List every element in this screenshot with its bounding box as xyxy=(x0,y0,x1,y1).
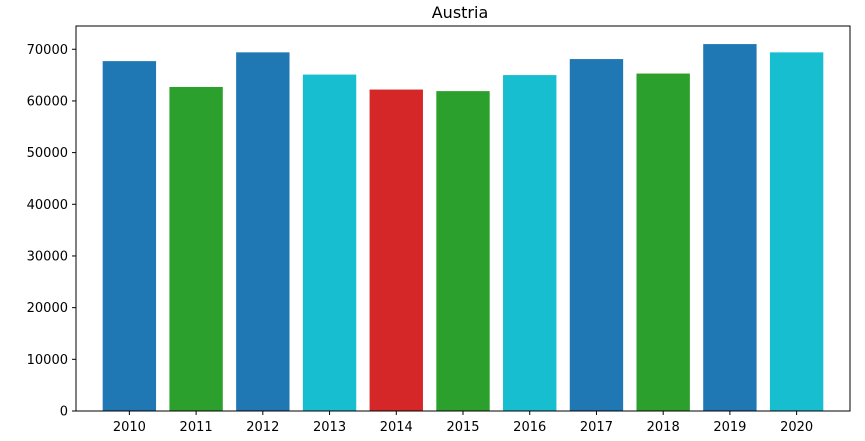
y-tick-label: 30000 xyxy=(27,249,68,264)
x-tick-label: 2012 xyxy=(246,420,279,435)
plot-frame xyxy=(75,25,851,412)
bars-group xyxy=(102,44,824,412)
bar-2015 xyxy=(436,91,490,411)
y-tick-label: 70000 xyxy=(27,43,68,58)
y-tick-label: 0 xyxy=(60,405,68,420)
bar-2020 xyxy=(769,52,824,411)
bar-2014 xyxy=(369,89,423,412)
y-tick-label: 10000 xyxy=(27,353,68,368)
y-tick-label: 40000 xyxy=(27,198,68,213)
x-tick-label: 2016 xyxy=(513,420,546,435)
x-tick-label: 2017 xyxy=(580,420,613,435)
bar-2011 xyxy=(169,86,223,412)
bar-2016 xyxy=(503,75,557,411)
bar-2019 xyxy=(703,44,757,411)
y-axis: 0 10000 20000 30000 40000 50000 60000 70000 xyxy=(27,43,76,420)
bar-2010 xyxy=(102,61,157,412)
bar-2017 xyxy=(569,59,624,412)
x-tick-label: 2011 xyxy=(180,420,213,435)
x-tick-label: 2018 xyxy=(647,420,680,435)
x-tick-label: 2019 xyxy=(713,420,746,435)
bar-2018 xyxy=(636,73,690,411)
chart-title: Austria xyxy=(432,3,489,22)
x-tick-label: 2014 xyxy=(380,420,413,435)
x-tick-label: 2010 xyxy=(113,420,146,435)
y-tick-label: 60000 xyxy=(27,94,68,109)
x-tick-label: 2013 xyxy=(313,420,346,435)
y-tick-label: 20000 xyxy=(27,301,68,316)
x-axis: 2010 2011 2012 2013 2014 2015 2016 2017 2018 2019… xyxy=(113,411,813,435)
bar-2012 xyxy=(236,52,290,411)
x-tick-label: 2015 xyxy=(446,420,479,435)
bar-2013 xyxy=(302,74,357,411)
y-tick-label: 50000 xyxy=(27,146,68,161)
x-tick-label: 2020 xyxy=(780,420,813,435)
